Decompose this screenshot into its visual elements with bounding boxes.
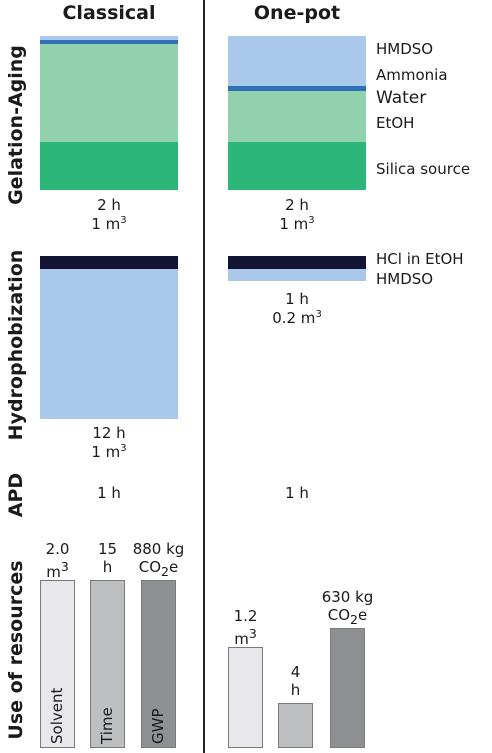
bar-label-time: Time [98, 707, 116, 744]
classical-apd-time: 1 h [97, 484, 121, 502]
value-label-classical-time: 15 h [97, 540, 118, 576]
classical-gel-time: 2 h [97, 196, 121, 214]
label-hmdso: HMDSO [376, 40, 434, 58]
classical-gel-volume: 1 m3 [91, 215, 127, 233]
bar-classical-time [90, 580, 125, 748]
value-label-classical-gwp: 880 kg CO2e [132, 540, 185, 579]
classical-hydro-time: 12 h [92, 424, 126, 442]
label-etoh: EtOH [376, 114, 415, 132]
onepot-gel-water-layer [228, 86, 366, 91]
onepot-gel-caption: 2 h 1 m3 [228, 196, 366, 234]
label-hcl-in-etoh: HCl in EtOH [376, 250, 464, 268]
classical-hydro-caption: 12 h 1 m3 [40, 424, 178, 462]
onepot-gel-etoh-layer [228, 91, 366, 142]
row-label-gelation: Gelation-Aging [5, 45, 27, 205]
row-label-apd: APD [5, 472, 27, 518]
onepot-apd-time: 1 h [285, 484, 309, 502]
onepot-gel-time: 2 h [285, 196, 309, 214]
bar-label-gwp: GWP [149, 708, 167, 744]
row-label-hydrophobization: Hydrophobization [5, 249, 27, 441]
bar-label-solvent: Solvent [48, 687, 66, 744]
label-ammonia: Ammonia [376, 66, 448, 84]
onepot-hydro-caption: 1 h 0.2 m3 [228, 290, 366, 328]
label-hmdso-hydro: HMDSO [376, 270, 434, 288]
onepot-hydro-time: 1 h [285, 290, 309, 308]
classical-hydro-volume: 1 m3 [91, 443, 127, 461]
classical-gel-caption: 2 h 1 m3 [40, 196, 178, 234]
value-label-onepot-solvent: 1.2 m3 [233, 607, 258, 649]
label-silica-source: Silica source [376, 160, 471, 178]
column-header-classical: Classical [62, 2, 156, 24]
onepot-hydro-volume: 0.2 m3 [272, 309, 322, 327]
value-label-classical-solvent: 2.0 m3 [45, 540, 70, 581]
bar-classical-solvent [40, 580, 75, 748]
bar-onepot-gwp [330, 627, 365, 748]
label-water: Water [376, 88, 427, 108]
bar-classical-gwp [141, 580, 176, 748]
column-header-onepot: One-pot [253, 2, 341, 24]
onepot-hydro-hmdso-layer [228, 269, 366, 281]
onepot-gel-silica-layer [228, 142, 366, 190]
column-divider [203, 0, 205, 753]
bar-onepot-solvent [228, 647, 263, 748]
onepot-gel-volume: 1 m3 [279, 215, 315, 233]
classical-gel-water-layer [40, 40, 178, 44]
classical-hydro-hcl-layer [40, 256, 178, 269]
onepot-hydro-hcl-layer [228, 256, 366, 269]
onepot-gel-hmdso-layer [228, 36, 366, 86]
classical-gel-silica-layer [40, 142, 178, 190]
classical-gel-hmdso-layer [40, 36, 178, 40]
bar-onepot-time [278, 703, 313, 748]
classical-gel-etoh-layer [40, 44, 178, 142]
row-label-resources: Use of resources [5, 560, 27, 740]
classical-hydro-hmdso-layer [40, 269, 178, 419]
value-label-onepot-time: 4 h [290, 663, 301, 700]
value-label-onepot-gwp: 630 kg CO2e [321, 587, 374, 627]
